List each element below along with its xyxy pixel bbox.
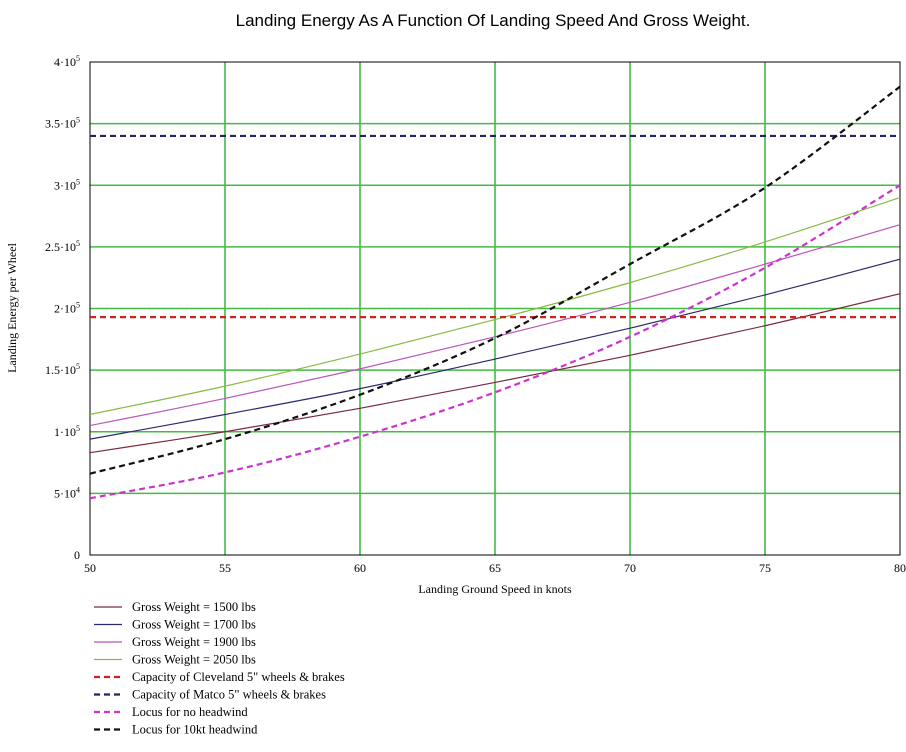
x-tick-label: 65: [489, 561, 501, 575]
x-tick-label: 75: [759, 561, 771, 575]
y-tick-label: 3·105: [54, 177, 80, 192]
y-tick-labels: 0 5·104 1·105 1.5·105 2·105 2.5·105 3·105 3.5·1…: [45, 54, 80, 562]
x-tick-label: 80: [894, 561, 906, 575]
x-tick-label: 70: [624, 561, 636, 575]
x-axis-label: Landing Ground Speed in knots: [418, 582, 572, 596]
legend-label: Gross Weight = 1900 lbs: [132, 635, 256, 649]
series-line-6: [89, 184, 901, 500]
legend-label: Gross Weight = 1500 lbs: [132, 600, 256, 614]
legend-label: Locus for 10kt headwind: [132, 723, 258, 737]
y-tick-label: 2.5·105: [45, 239, 80, 254]
legend-label: Capacity of Matco 5" wheels & brakes: [132, 688, 326, 702]
x-tick-label: 60: [354, 561, 366, 575]
y-axis-label: Landing Energy per Wheel: [5, 242, 19, 373]
plot-frame: [89, 61, 901, 556]
series-line-2: [89, 224, 901, 427]
x-tick-label: 55: [219, 561, 231, 575]
legend-label: Gross Weight = 1700 lbs: [132, 618, 256, 632]
series-line-3: [89, 197, 901, 416]
chart-title: Landing Energy As A Function Of Landing …: [236, 11, 751, 30]
y-tick-label: 0: [74, 548, 80, 562]
x-tick-label: 50: [84, 561, 96, 575]
y-tick-label: 2·105: [54, 301, 80, 316]
y-tick-label: 4·105: [54, 54, 80, 69]
series-line-0: [89, 293, 901, 454]
legend-label: Locus for no headwind: [132, 705, 248, 719]
x-tick-labels: 50 55 60 65 70 75 80: [84, 561, 906, 575]
y-tick-label: 1·105: [54, 424, 80, 439]
y-tick-label: 5·104: [54, 485, 80, 500]
legend-label: Gross Weight = 2050 lbs: [132, 653, 256, 667]
legend-label: Capacity of Cleveland 5" wheels & brakes: [132, 670, 345, 684]
series-line-1: [89, 258, 901, 440]
series-lines: [89, 85, 901, 500]
y-tick-label: 3.5·105: [45, 116, 80, 131]
legend: Gross Weight = 1500 lbs Gross Weight = 17…: [94, 600, 345, 737]
y-tick-label: 1.5·105: [45, 362, 80, 377]
